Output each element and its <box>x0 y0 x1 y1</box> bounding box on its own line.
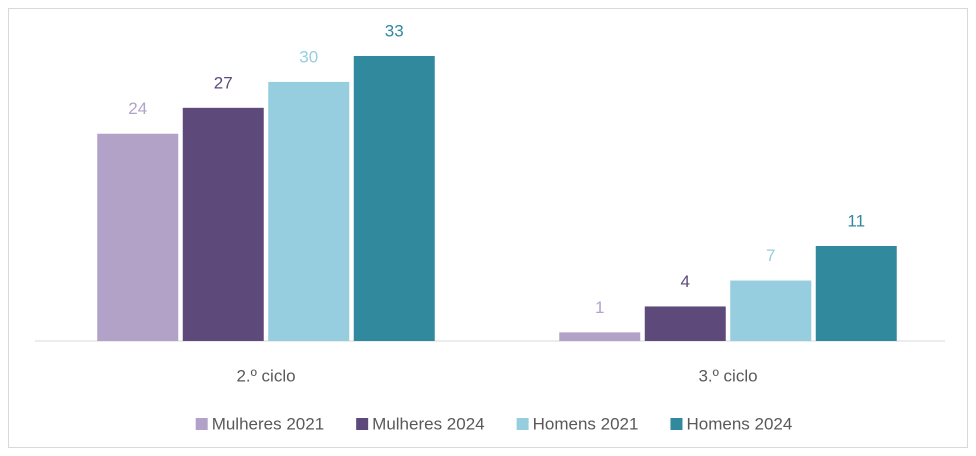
data-label: 11 <box>847 211 865 230</box>
legend-label: Mulheres 2021 <box>212 414 324 433</box>
bar <box>815 246 897 341</box>
legend-swatch <box>670 418 683 430</box>
bar <box>644 306 726 341</box>
legend-swatch <box>195 418 208 430</box>
bar <box>182 107 264 342</box>
legend-label: Homens 2024 <box>686 414 792 433</box>
data-label: 30 <box>299 47 318 66</box>
legend-swatch <box>516 418 529 430</box>
data-label: 24 <box>128 99 147 118</box>
bar <box>268 81 350 341</box>
x-tick-label: 3.º ciclo <box>698 366 757 385</box>
data-label: 33 <box>385 21 404 40</box>
bar <box>353 56 435 341</box>
data-label: 7 <box>766 246 775 265</box>
bar <box>97 133 179 341</box>
data-label: 1 <box>595 298 604 317</box>
legend-label: Mulheres 2024 <box>372 414 484 433</box>
bar <box>559 332 641 341</box>
data-label: 4 <box>681 272 690 291</box>
legend-swatch <box>356 418 369 430</box>
data-label: 27 <box>214 73 233 92</box>
bar <box>730 280 812 341</box>
legend-label: Homens 2021 <box>533 414 639 433</box>
x-tick-label: 2.º ciclo <box>236 366 295 385</box>
